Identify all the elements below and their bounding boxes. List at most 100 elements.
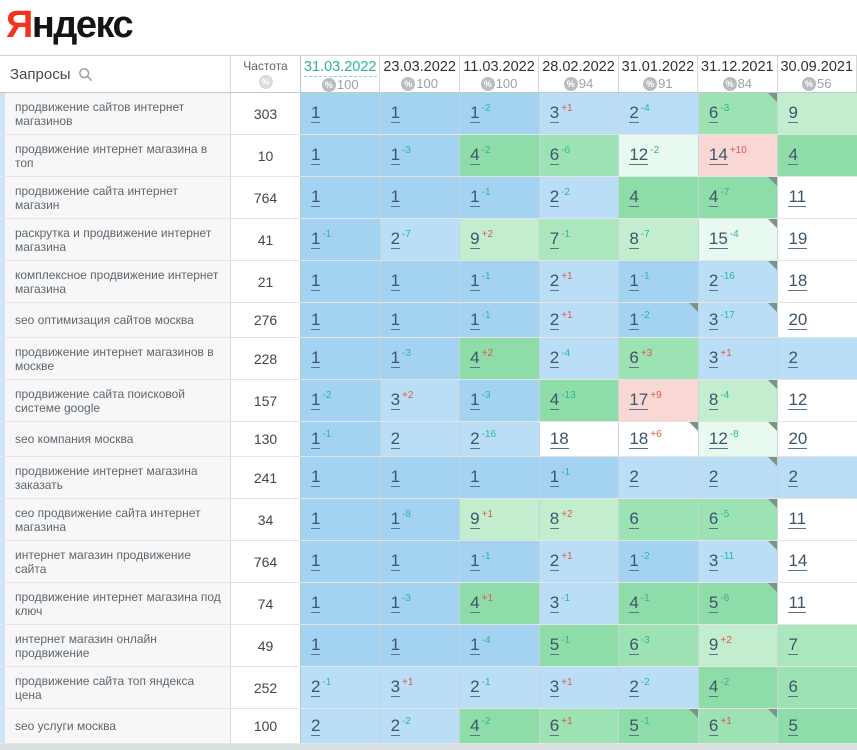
position-link[interactable]: 3 [549, 103, 560, 123]
position-link[interactable]: 4 [470, 145, 480, 165]
position-link[interactable]: 18 [629, 428, 649, 449]
position-link[interactable]: 1 [470, 635, 480, 655]
date-link[interactable]: 31.03.2022 [303, 59, 377, 77]
query-cell[interactable]: продвижение интернет магазинов в москве [0, 338, 231, 379]
position-link[interactable]: 1 [470, 187, 480, 207]
position-link[interactable]: 1 [390, 593, 401, 613]
position-link[interactable]: 2 [390, 715, 401, 736]
search-icon[interactable] [78, 67, 93, 82]
position-link[interactable]: 1 [390, 348, 401, 368]
position-link[interactable]: 1 [629, 271, 639, 291]
position-link[interactable]: 1 [311, 229, 321, 249]
position-link[interactable]: 6 [788, 677, 798, 697]
date-link[interactable]: 28.02.2022 [542, 59, 615, 75]
position-link[interactable]: 1 [390, 309, 401, 330]
position-link[interactable]: 14 [788, 551, 808, 571]
position-link[interactable]: 1 [390, 509, 401, 529]
position-link[interactable]: 1 [311, 509, 321, 529]
position-link[interactable]: 4 [629, 187, 639, 207]
position-link[interactable]: 2 [549, 551, 560, 571]
position-link[interactable]: 2 [390, 428, 401, 449]
position-link[interactable]: 9 [708, 635, 719, 655]
position-link[interactable]: 2 [629, 677, 639, 697]
position-link[interactable]: 1 [311, 551, 321, 571]
position-link[interactable]: 4 [708, 677, 719, 697]
query-cell[interactable]: продвижение интернет магазина заказать [0, 457, 231, 498]
position-link[interactable]: 3 [708, 348, 719, 368]
position-link[interactable]: 11 [788, 509, 807, 529]
query-cell[interactable]: сео продвижение сайта интернет магазина [0, 499, 231, 540]
position-link[interactable]: 3 [708, 551, 719, 571]
position-link[interactable]: 19 [788, 229, 808, 249]
query-cell[interactable]: продвижение интернет магазина в топ [0, 135, 231, 176]
query-cell[interactable]: seo компания москва [0, 422, 231, 456]
position-link[interactable]: 2 [470, 677, 480, 697]
position-link[interactable]: 5 [549, 635, 560, 655]
position-link[interactable]: 1 [311, 103, 321, 123]
query-cell[interactable]: продвижение сайта поисковой системе goog… [0, 380, 231, 421]
position-link[interactable]: 18 [549, 428, 569, 449]
date-link[interactable]: 31.01.2022 [621, 59, 695, 75]
date-link[interactable]: 23.03.2022 [383, 59, 456, 75]
position-link[interactable]: 5 [629, 715, 639, 736]
position-link[interactable]: 3 [390, 390, 401, 410]
position-link[interactable]: 1 [390, 551, 401, 571]
position-link[interactable]: 11 [788, 593, 807, 613]
position-link[interactable]: 1 [311, 309, 321, 330]
position-link[interactable]: 3 [549, 593, 560, 613]
position-link[interactable]: 7 [549, 229, 560, 249]
position-link[interactable]: 2 [788, 348, 798, 368]
position-link[interactable]: 2 [390, 229, 401, 249]
position-link[interactable]: 2 [708, 271, 719, 291]
position-link[interactable]: 2 [549, 271, 560, 291]
position-link[interactable]: 4 [470, 348, 480, 368]
query-cell[interactable]: продвижение сайта интернет магазин [0, 177, 231, 218]
position-link[interactable]: 4 [629, 593, 639, 613]
position-link[interactable]: 2 [629, 467, 639, 487]
position-link[interactable]: 2 [629, 103, 639, 123]
position-link[interactable]: 1 [470, 467, 480, 487]
position-link[interactable]: 1 [311, 145, 321, 165]
position-link[interactable]: 1 [311, 428, 321, 449]
position-link[interactable]: 4 [549, 390, 560, 410]
position-link[interactable]: 5 [708, 593, 719, 613]
position-link[interactable]: 9 [788, 103, 798, 123]
position-link[interactable]: 14 [708, 145, 728, 165]
position-link[interactable]: 4 [788, 145, 798, 165]
position-link[interactable]: 1 [390, 145, 401, 165]
position-link[interactable]: 17 [629, 390, 649, 410]
position-link[interactable]: 12 [788, 390, 808, 410]
query-cell[interactable]: раскрутка и продвижение интернет магазин… [0, 219, 231, 260]
date-link[interactable]: 30.09.2021 [780, 59, 854, 75]
position-link[interactable]: 1 [549, 467, 560, 487]
position-link[interactable]: 15 [708, 229, 728, 249]
position-link[interactable]: 2 [470, 428, 480, 449]
position-link[interactable]: 1 [311, 390, 321, 410]
position-link[interactable]: 8 [629, 229, 639, 249]
position-link[interactable]: 1 [390, 103, 401, 123]
position-link[interactable]: 2 [788, 467, 798, 487]
position-link[interactable]: 20 [788, 428, 808, 449]
query-cell[interactable]: продвижение сайта топ яндекса цена [0, 667, 231, 708]
position-link[interactable]: 1 [390, 467, 401, 487]
position-link[interactable]: 1 [390, 187, 401, 207]
query-cell[interactable]: интернет магазин онлайн продвижение [0, 625, 231, 666]
position-link[interactable]: 1 [311, 635, 321, 655]
date-link[interactable]: 31.12.2021 [701, 59, 774, 75]
position-link[interactable]: 8 [549, 509, 560, 529]
position-link[interactable]: 1 [470, 551, 480, 571]
position-link[interactable]: 20 [788, 309, 808, 330]
position-link[interactable]: 7 [788, 635, 798, 655]
position-link[interactable]: 6 [549, 715, 560, 736]
position-link[interactable]: 3 [549, 677, 560, 697]
position-link[interactable]: 6 [708, 715, 719, 736]
position-link[interactable]: 9 [470, 509, 480, 529]
position-link[interactable]: 1 [311, 467, 321, 487]
position-link[interactable]: 2 [311, 715, 321, 736]
position-link[interactable]: 1 [311, 187, 321, 207]
position-link[interactable]: 1 [470, 309, 480, 330]
position-link[interactable]: 1 [629, 309, 639, 330]
position-link[interactable]: 1 [470, 390, 480, 410]
position-link[interactable]: 4 [470, 715, 480, 736]
position-link[interactable]: 6 [629, 509, 639, 529]
